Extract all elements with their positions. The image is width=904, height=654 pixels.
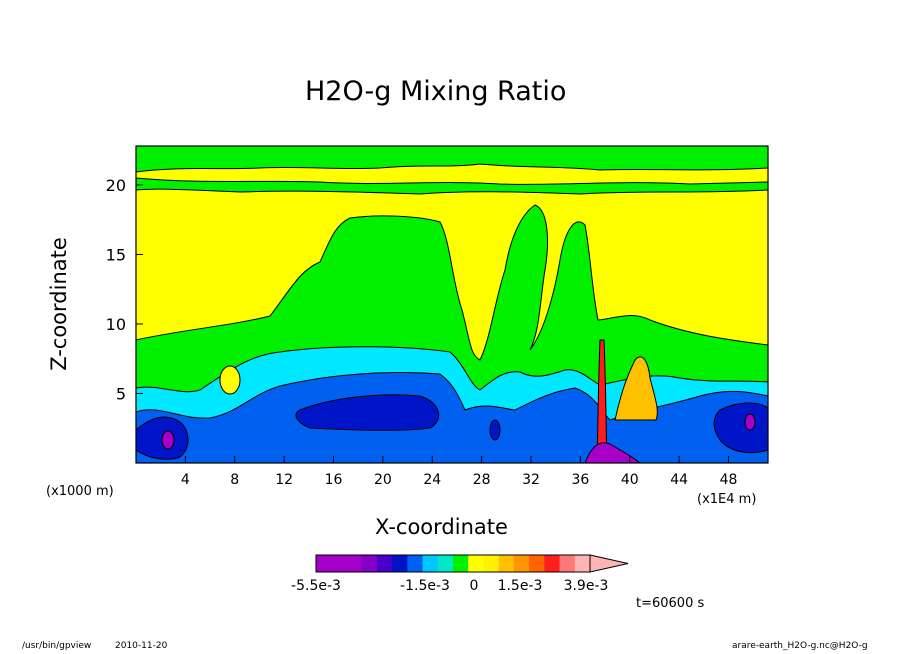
y-tick-label: 20 [106, 176, 126, 195]
field-magenta-right [744, 413, 756, 431]
field-navy-core-mid [295, 394, 440, 431]
x-tick-label: 16 [325, 472, 343, 488]
colorbar-swatch [529, 555, 545, 572]
field-yellow-island [219, 365, 241, 395]
colorbar-tick-label: -1.5e-3 [400, 578, 450, 594]
chart-title: H2O-g Mixing Ratio [305, 76, 567, 107]
field-navy-core-right [713, 402, 768, 454]
plot-frame [135, 145, 769, 464]
colorbar-tick-label: -5.5e-3 [291, 578, 341, 594]
colorbar-extension [589, 554, 629, 573]
x-tick-label: 12 [275, 472, 293, 488]
x-tick-label: 48 [720, 472, 738, 488]
colorbar-swatch [392, 555, 408, 572]
program-note: /usr/bin/gpview [22, 641, 92, 651]
date-note: 2010-11-20 [115, 641, 168, 651]
colorbar-swatch [453, 555, 469, 572]
x-tick-label: 36 [571, 472, 589, 488]
colorbar-tick-label: 3.9e-3 [564, 578, 609, 594]
field-magenta-left [161, 430, 175, 450]
colorbar-swatch [574, 555, 591, 572]
colorbar-swatch [422, 555, 439, 572]
colorbar-swatch [468, 555, 484, 572]
colorbar-swatch [316, 555, 332, 572]
x-scale-label: (x1E4 m) [697, 492, 757, 507]
x-tick-label: 20 [374, 472, 392, 488]
field-green-upper [136, 146, 768, 173]
y-tick-label: 10 [106, 315, 126, 334]
colorbar-swatch [483, 555, 500, 572]
field-red-column [596, 339, 608, 463]
colorbar-swatch [559, 555, 576, 572]
colorbar-swatch [544, 555, 561, 572]
y-axis-title: Z-coordinate [46, 237, 71, 371]
colorbar-swatch [376, 555, 393, 572]
colorbar-swatch [346, 555, 363, 572]
x-axis-ticks: 4 8 12 16 20 24 28 32 36 40 44 48 [181, 456, 738, 488]
field-blue [136, 372, 768, 463]
source-note: arare-earth_H2O-g.nc@H2O-g [732, 641, 868, 651]
y-tick-label: 15 [106, 245, 126, 264]
colorbar-swatch [437, 555, 454, 572]
field-blue-island [489, 419, 501, 441]
plot-area [136, 146, 768, 463]
x-axis-title: X-coordinate [375, 515, 508, 539]
field-green-band-20 [136, 177, 768, 195]
y-tick-label: 5 [116, 384, 126, 403]
x-tick-label: 8 [230, 472, 239, 488]
x-tick-label: 28 [473, 472, 491, 488]
x-tick-label: 40 [621, 472, 639, 488]
time-label: t=60600 s [636, 596, 705, 611]
colorbar: -5.5e-3 -1.5e-3 0 1.5e-3 3.9e-3 [291, 554, 629, 594]
x-tick-label: 24 [423, 472, 441, 488]
colorbar-swatch [498, 555, 515, 572]
x-tick-label: 32 [522, 472, 540, 488]
colorbar-swatch [407, 555, 424, 572]
colorbar-tick-label: 1.5e-3 [498, 578, 543, 594]
x-tick-label: 4 [181, 472, 190, 488]
colorbar-swatch [361, 555, 378, 572]
colorbar-frame [315, 554, 591, 573]
field-orange-plume [614, 356, 658, 421]
colorbar-swatch [331, 555, 347, 572]
field-purple-base [584, 442, 641, 463]
y-axis-ticks: 5 10 15 20 [106, 176, 143, 403]
colorbar-swatch [513, 555, 530, 572]
x-units-label: (x1000 m) [46, 484, 114, 499]
x-tick-label: 44 [670, 472, 688, 488]
colorbar-tick-label: 0 [470, 578, 479, 594]
